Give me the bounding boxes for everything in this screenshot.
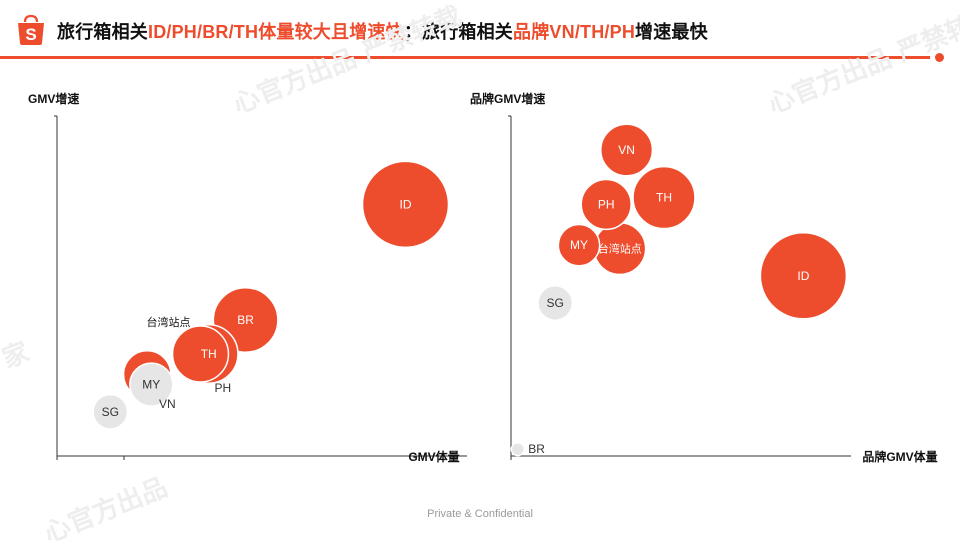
bubble-label: BR bbox=[528, 442, 545, 456]
bubble-th bbox=[632, 165, 696, 230]
bubble-label: ID bbox=[797, 269, 809, 283]
header-divider bbox=[0, 56, 930, 59]
bubble-label: MY bbox=[570, 238, 588, 252]
header-divider-dot bbox=[935, 53, 944, 62]
bubble-label: TH bbox=[201, 347, 217, 361]
title-part-3: 增速最快 bbox=[635, 22, 708, 42]
bubble-label: BR bbox=[237, 313, 254, 327]
bubble-my bbox=[557, 223, 601, 267]
bubble-label: 台湾站点 bbox=[147, 315, 191, 329]
title-part-1: 旅行箱相关 bbox=[57, 22, 148, 42]
title-part-2: ；旅行箱相关 bbox=[403, 22, 514, 42]
title-highlight-1: ID/PH/BR/TH体量较大且增速快 bbox=[148, 22, 404, 42]
bubble-label: ID bbox=[400, 197, 412, 211]
bubble-label: SG bbox=[102, 405, 119, 419]
bubble-id bbox=[361, 160, 450, 249]
bubble-my bbox=[129, 362, 174, 407]
shopee-logo: S bbox=[18, 14, 44, 45]
logo-letter: S bbox=[25, 25, 36, 44]
bubble-ph bbox=[171, 325, 230, 383]
footer-text: Private & Confidential bbox=[427, 508, 533, 520]
bubble-ph bbox=[580, 178, 632, 231]
y-axis-label: GMV增速 bbox=[28, 91, 79, 106]
bubble-label: VN bbox=[159, 397, 176, 411]
bubble-br bbox=[510, 442, 525, 457]
bubble-label: PH bbox=[598, 197, 615, 211]
y-axis-label: 品牌GMV增速 bbox=[470, 91, 545, 106]
bubble-id bbox=[759, 232, 848, 320]
bubble-label: PH bbox=[214, 381, 231, 395]
bubble-label: 台湾站点 bbox=[598, 242, 642, 256]
x-axis-label: GMV体量 bbox=[408, 449, 459, 464]
bubble-sg bbox=[92, 393, 129, 430]
bubble-label: SG bbox=[547, 296, 564, 310]
bubble-label: MY bbox=[142, 378, 160, 392]
bubble-label: TH bbox=[656, 191, 672, 205]
title-highlight-2: 品牌VN/TH/PH bbox=[513, 22, 636, 42]
bubble-label: VN bbox=[618, 143, 635, 157]
page-title: 旅行箱相关ID/PH/BR/TH体量较大且增速快；旅行箱相关品牌VN/TH/PH… bbox=[57, 18, 708, 44]
x-axis-label: 品牌GMV体量 bbox=[862, 449, 937, 464]
bubble-vn bbox=[600, 123, 654, 177]
bubble-sg bbox=[537, 285, 574, 321]
